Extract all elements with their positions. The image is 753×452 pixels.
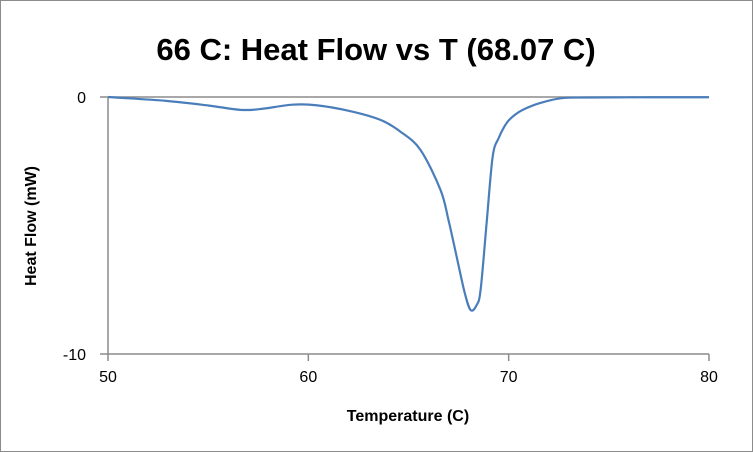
chart-title: 66 C: Heat Flow vs T (68.07 C) <box>156 32 595 67</box>
y-tick-label: -10 <box>63 347 86 364</box>
series-line-heat-flow <box>107 95 710 312</box>
x-tick-label: 70 <box>500 369 518 386</box>
x-tick-label: 60 <box>299 369 317 386</box>
y-tick-label: 0 <box>77 90 86 107</box>
y-axis-label: Heat Flow (mW) <box>23 166 40 286</box>
x-tick-label: 50 <box>99 369 117 386</box>
x-tick-label: 80 <box>700 369 718 386</box>
x-axis-label: Temperature (C) <box>347 408 469 425</box>
